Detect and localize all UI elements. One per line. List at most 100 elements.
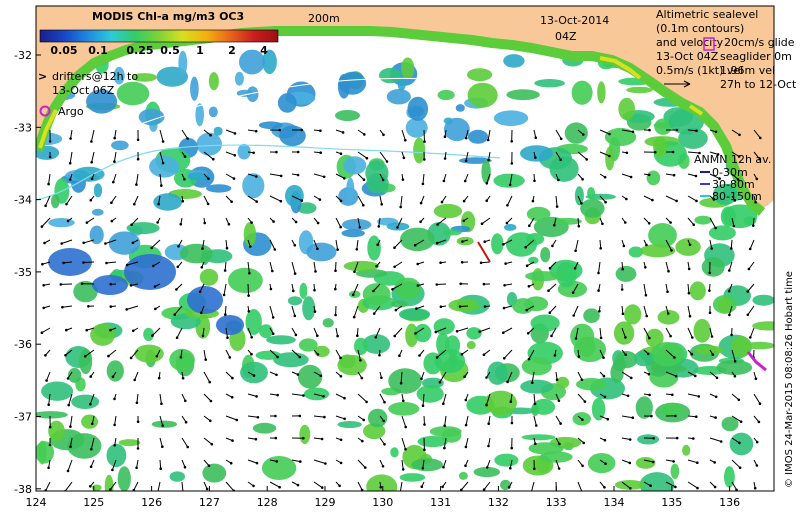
chlorophyll-patch bbox=[580, 198, 605, 218]
chlorophyll-patch bbox=[90, 323, 115, 346]
velocity-arrow bbox=[575, 327, 579, 339]
velocity-arrow-head bbox=[155, 354, 159, 358]
chlorophyll-patch bbox=[701, 257, 725, 277]
velocity-arrow bbox=[665, 239, 672, 251]
velocity-arrow-head bbox=[399, 492, 402, 495]
velocity-arrow-head bbox=[746, 290, 749, 293]
velocity-arrow-head bbox=[708, 311, 712, 315]
chlorophyll-patch bbox=[752, 294, 774, 306]
chlorophyll-patch bbox=[556, 376, 570, 389]
velocity-arrow-head bbox=[372, 289, 375, 293]
velocity-arrow-head bbox=[423, 448, 426, 452]
velocity-arrow-head bbox=[711, 353, 715, 356]
velocity-arrow bbox=[399, 481, 403, 491]
velocity-arrow-head bbox=[531, 199, 535, 203]
velocity-arrow bbox=[599, 349, 604, 358]
velocity-arrow-head bbox=[248, 271, 251, 275]
velocity-arrow-head bbox=[113, 160, 116, 163]
velocity-arrow-head bbox=[418, 354, 421, 357]
velocity-arrow-head bbox=[715, 376, 719, 380]
velocity-arrow-head bbox=[206, 202, 210, 206]
velocity-arrow bbox=[423, 415, 425, 425]
velocity-arrow-head bbox=[439, 305, 443, 309]
velocity-arrow-head bbox=[225, 246, 229, 250]
velocity-arrow-head bbox=[360, 376, 364, 380]
chlorophyll-patch bbox=[81, 414, 99, 429]
velocity-arrow bbox=[379, 151, 388, 162]
velocity-arrow bbox=[291, 327, 297, 336]
velocity-arrow-head bbox=[626, 394, 630, 398]
velocity-arrow bbox=[90, 437, 95, 450]
colorbar-tick-label: 0.1 bbox=[88, 44, 108, 57]
velocity-arrow-head bbox=[502, 331, 505, 335]
velocity-arrow bbox=[575, 239, 579, 251]
velocity-arrow-head bbox=[298, 355, 302, 359]
velocity-arrow-head bbox=[299, 460, 302, 463]
chlorophyll-patch bbox=[126, 222, 160, 235]
velocity-arrow-head bbox=[547, 289, 550, 293]
velocity-arrow-head bbox=[40, 331, 44, 335]
velocity-arrow-head bbox=[419, 201, 423, 205]
velocity-arrow bbox=[665, 195, 677, 202]
velocity-arrow-head bbox=[125, 263, 129, 267]
velocity-arrow-head bbox=[606, 417, 610, 421]
velocity-arrow bbox=[159, 173, 162, 186]
velocity-arrow-head bbox=[652, 437, 655, 440]
velocity-arrow-head bbox=[485, 182, 489, 185]
velocity-arrow-head bbox=[48, 155, 52, 159]
velocity-arrow-head bbox=[363, 133, 366, 136]
velocity-arrow-head bbox=[602, 356, 605, 359]
velocity-arrow-head bbox=[198, 290, 202, 294]
velocity-arrow bbox=[90, 129, 95, 142]
velocity-arrow bbox=[247, 283, 250, 296]
velocity-arrow-head bbox=[175, 288, 178, 291]
velocity-arrow-head bbox=[160, 402, 163, 406]
velocity-arrow-head bbox=[161, 445, 164, 449]
colorbar bbox=[39, 29, 279, 43]
velocity-arrow-head bbox=[200, 266, 204, 269]
velocity-arrow-head bbox=[559, 137, 563, 141]
velocity-arrow-head bbox=[44, 204, 47, 207]
velocity-arrow-head bbox=[440, 200, 444, 204]
velocity-arrow bbox=[42, 261, 51, 265]
chlorophyll-patch bbox=[587, 453, 616, 474]
drifter-track bbox=[477, 241, 491, 263]
chlorophyll-patch bbox=[521, 434, 556, 441]
velocity-arrow-head bbox=[271, 269, 274, 273]
chlorophyll-patch bbox=[708, 225, 736, 241]
velocity-arrow-head bbox=[383, 443, 386, 446]
velocity-arrow bbox=[357, 217, 361, 228]
velocity-arrow-head bbox=[129, 284, 133, 287]
velocity-arrow bbox=[643, 327, 650, 339]
velocity-arrow bbox=[555, 415, 562, 424]
velocity-arrow-head bbox=[670, 249, 673, 252]
land-mass bbox=[36, 6, 774, 210]
chlorophyll-patch bbox=[48, 420, 65, 442]
velocity-arrow-head bbox=[671, 393, 674, 397]
chlorophyll-patch bbox=[520, 145, 553, 162]
velocity-arrow bbox=[599, 415, 608, 420]
velocity-arrow bbox=[373, 283, 381, 292]
velocity-arrow bbox=[503, 327, 513, 334]
velocity-arrow bbox=[528, 217, 535, 226]
chlorophyll-patch bbox=[111, 140, 129, 151]
anmn-title: ANMN 12h av. bbox=[694, 153, 771, 166]
chlorophyll-patch bbox=[287, 296, 303, 306]
velocity-arrow-head bbox=[296, 150, 300, 154]
velocity-arrow-head bbox=[581, 418, 584, 422]
velocity-arrow-head bbox=[687, 267, 691, 271]
chlorophyll-patch bbox=[354, 337, 368, 356]
velocity-arrow bbox=[533, 129, 537, 138]
chlorophyll-patch bbox=[303, 387, 330, 401]
chlorophyll-patch bbox=[494, 453, 519, 467]
chlorophyll-patch bbox=[108, 231, 141, 255]
velocity-arrow-head bbox=[608, 132, 611, 136]
velocity-arrow-head bbox=[274, 414, 277, 418]
chlorophyll-patch bbox=[526, 233, 545, 245]
velocity-arrow-head bbox=[758, 157, 762, 161]
velocity-arrow-head bbox=[688, 243, 692, 247]
velocity-arrow-head bbox=[109, 305, 113, 308]
isobath-200m bbox=[59, 77, 451, 161]
chlorophyll-patch bbox=[729, 432, 754, 456]
velocity-arrow bbox=[335, 261, 337, 271]
